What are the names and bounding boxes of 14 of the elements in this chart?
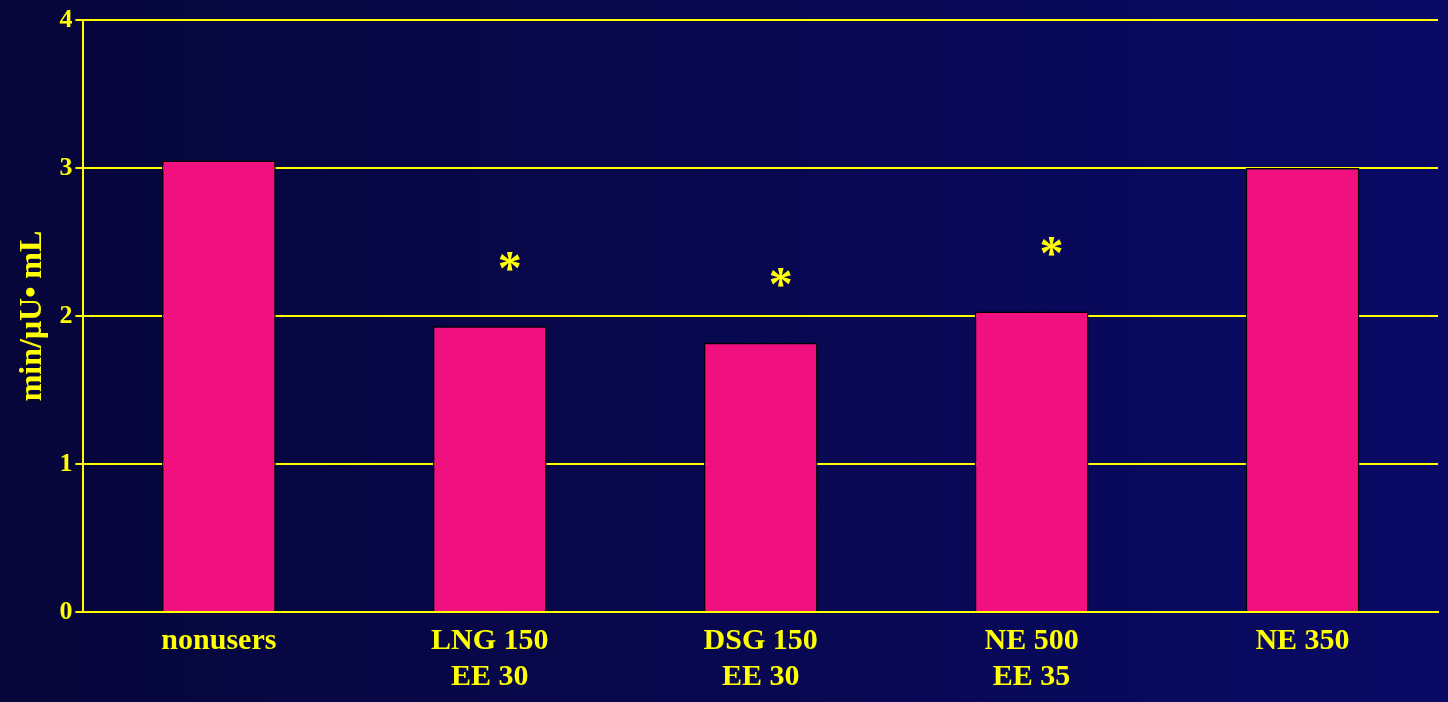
y-tick-label: 0	[59, 595, 73, 625]
y-tick-label: 4	[59, 3, 73, 33]
x-tick-label: NE 350	[1255, 621, 1350, 655]
annotation: *	[1039, 225, 1064, 279]
y-axis-title: min/μU• mL	[12, 230, 49, 402]
annotation: *	[497, 240, 522, 294]
annotation: *	[768, 257, 793, 311]
y-tick-label: 1	[59, 447, 73, 477]
y-tick-label: 3	[59, 151, 73, 181]
x-tick-label: nonusers	[161, 621, 277, 655]
x-tick-label: LNG 150 EE 30	[431, 621, 549, 691]
x-tick-label: DSG 150 EE 30	[703, 621, 818, 691]
x-tick-label: NE 500 EE 35	[984, 621, 1079, 691]
y-tick-label: 2	[59, 299, 73, 329]
